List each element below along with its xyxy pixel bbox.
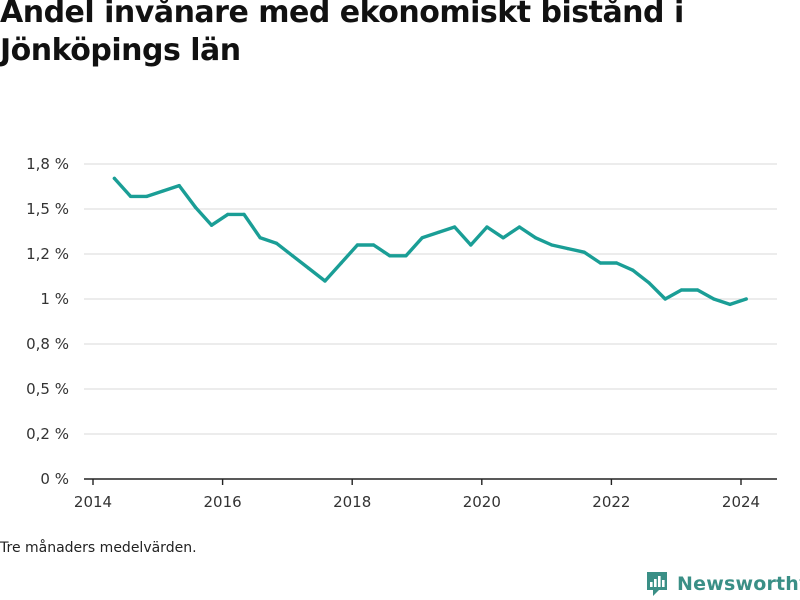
chart-footnote: Tre månaders medelvärden. [0,540,197,556]
data-point [404,254,408,258]
data-point [517,225,521,229]
x-tick-label: 2016 [204,493,242,511]
data-point [582,250,586,254]
data-point [663,297,667,301]
data-point [566,247,570,251]
data-point [128,194,133,198]
data-point [307,266,311,270]
data-point [598,261,602,265]
data-point [469,243,473,247]
data-point [695,288,700,292]
chart-title: Andel invånare med ekonomiskt bistånd i … [0,0,684,68]
data-point [355,243,359,247]
y-tick-label: 0,2 % [26,425,69,443]
y-tick-label: 1,2 % [26,245,69,263]
y-tick-label: 1,5 % [26,200,69,218]
data-point [485,225,489,229]
data-point [679,288,683,292]
data-point [145,194,149,198]
data-point [258,236,262,240]
data-point [226,212,230,216]
data-point [339,261,343,265]
data-point [274,241,278,245]
data-point [112,176,116,180]
y-tick-label: 1,8 % [26,155,69,173]
x-tick-label: 2020 [463,493,501,511]
y-tick-label: 0,8 % [26,335,69,353]
data-point [420,236,424,240]
brand-mark[interactable]: Newsworthy [645,569,800,599]
data-point [290,254,295,258]
data-point [323,279,327,283]
y-tick-label: 0,5 % [26,380,69,398]
brand-name: Newsworthy [677,573,800,595]
series-line [112,176,748,307]
x-tick-label: 2022 [592,493,630,511]
x-tick-label: 2014 [74,493,112,511]
newsworthy-logo-icon [647,572,667,596]
data-point [161,189,165,193]
data-point [177,184,181,188]
data-point [209,223,214,227]
data-series [112,176,748,307]
x-axis-tick-labels: 2014 2016 2018 2020 2022 2024 [74,493,760,511]
data-point [631,268,635,272]
data-point [242,212,246,216]
x-axis [84,478,777,485]
data-point [647,281,651,285]
y-tick-label: 1 % [40,290,69,308]
data-point [712,297,716,301]
gridlines [84,163,777,435]
data-point [371,243,376,247]
data-point [436,230,440,234]
data-point [550,243,554,247]
x-tick-label: 2024 [722,493,760,511]
data-point [388,254,392,258]
data-point [501,236,505,240]
data-point [728,302,732,306]
y-tick-label: 0 % [40,470,69,488]
data-point [744,297,748,301]
x-tick-label: 2018 [333,493,371,511]
data-point [533,236,538,240]
data-point [193,205,197,209]
data-point [452,225,457,229]
y-axis-tick-labels: 0 % 0,2 % 0,5 % 0,8 % 1 % 1,2 % 1,5 % 1,8 % [26,155,69,488]
line-chart: 0 % 0,2 % 0,5 % 0,8 % 1 % 1,2 % 1,5 % 1,8 % 201… [26,155,777,511]
data-point [614,261,619,265]
